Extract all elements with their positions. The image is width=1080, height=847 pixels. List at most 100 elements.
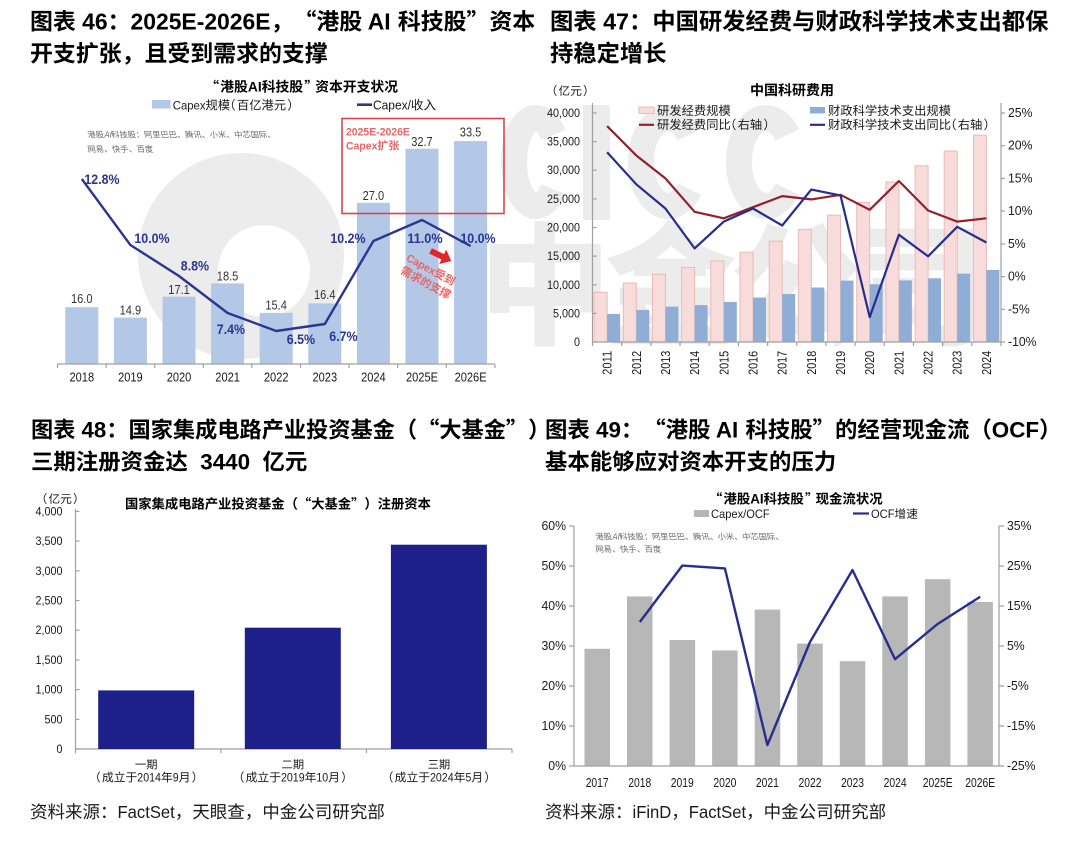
svg-text:47: 47: [597, 9, 629, 35]
svg-text:2022: 2022: [921, 351, 936, 375]
svg-text:2016: 2016: [746, 351, 761, 375]
svg-text:10: 10: [316, 771, 328, 785]
svg-text:2019: 2019: [671, 776, 694, 790]
svg-text:35,000: 35,000: [547, 135, 580, 149]
svg-text:25%: 25%: [1007, 559, 1032, 573]
svg-text:2013: 2013: [658, 351, 673, 375]
svg-text:15,000: 15,000: [547, 249, 580, 263]
svg-text:25,000: 25,000: [547, 192, 580, 206]
svg-text:0%: 0%: [548, 759, 566, 773]
svg-text:2024: 2024: [430, 771, 454, 785]
svg-text:2023: 2023: [841, 776, 864, 790]
svg-text:FactSet: FactSet: [689, 802, 746, 822]
svg-text:20,000: 20,000: [547, 221, 580, 235]
svg-text:2023: 2023: [950, 351, 965, 375]
svg-text:2,000: 2,000: [36, 623, 63, 637]
svg-text:Capex/: Capex/: [373, 99, 411, 113]
svg-text:9: 9: [173, 771, 179, 785]
svg-text:8.8%: 8.8%: [181, 259, 209, 274]
svg-text:AI: AI: [750, 492, 763, 507]
svg-text:500: 500: [45, 712, 63, 726]
svg-text:5: 5: [466, 771, 472, 785]
svg-text:0: 0: [57, 742, 63, 756]
svg-text:Capex: Capex: [346, 141, 378, 153]
svg-text:OCF: OCF: [871, 508, 895, 521]
svg-text:10,000: 10,000: [547, 278, 580, 292]
svg-text:2021: 2021: [215, 370, 240, 385]
svg-text:2023: 2023: [313, 370, 338, 385]
svg-text:15.4: 15.4: [265, 298, 287, 313]
svg-text:2019: 2019: [281, 771, 305, 785]
svg-text:0%: 0%: [1008, 270, 1026, 284]
svg-text:2025E: 2025E: [923, 776, 953, 790]
svg-text:AI: AI: [711, 418, 745, 443]
svg-text:2026E: 2026E: [965, 776, 995, 790]
svg-text:48: 48: [75, 418, 106, 443]
svg-text:2017: 2017: [586, 776, 609, 790]
svg-text:Capex/OCF: Capex/OCF: [711, 508, 770, 521]
svg-text:2015: 2015: [716, 351, 731, 375]
svg-text:1,000: 1,000: [36, 683, 63, 697]
svg-text:-5%: -5%: [1007, 679, 1029, 693]
svg-text:1,500: 1,500: [36, 653, 63, 667]
svg-text:2020: 2020: [862, 351, 877, 375]
svg-text:30,000: 30,000: [547, 163, 580, 177]
svg-text:2022: 2022: [799, 776, 822, 790]
svg-text:OCF: OCF: [992, 418, 1039, 443]
svg-text:16.0: 16.0: [71, 291, 93, 306]
svg-text:10%: 10%: [1008, 204, 1033, 218]
svg-text:AI: AI: [611, 533, 620, 542]
svg-text:20%: 20%: [1008, 139, 1033, 153]
svg-text:50%: 50%: [542, 559, 567, 573]
svg-text:14.9: 14.9: [120, 303, 142, 318]
svg-text:20%: 20%: [542, 679, 567, 693]
svg-text:2022: 2022: [264, 370, 289, 385]
svg-text:2011: 2011: [600, 351, 615, 375]
svg-text:60%: 60%: [542, 519, 567, 533]
svg-text:AI: AI: [362, 9, 397, 35]
svg-text:Capex: Capex: [173, 99, 206, 113]
svg-text:11.0%: 11.0%: [407, 231, 442, 246]
svg-text:2020: 2020: [167, 370, 192, 385]
svg-text:AI: AI: [248, 80, 262, 95]
svg-text:4,000: 4,000: [36, 504, 63, 518]
svg-text:6.7%: 6.7%: [329, 329, 357, 344]
svg-text:15%: 15%: [1007, 599, 1032, 613]
svg-text:-5%: -5%: [1008, 302, 1030, 316]
svg-text:2012: 2012: [629, 351, 644, 375]
svg-text:-25%: -25%: [1007, 759, 1036, 773]
svg-text:10.2%: 10.2%: [330, 231, 365, 246]
svg-text:2024: 2024: [884, 776, 907, 790]
svg-text:5%: 5%: [1008, 237, 1026, 251]
svg-text:7.4%: 7.4%: [217, 322, 245, 337]
svg-text:3440: 3440: [188, 450, 263, 475]
svg-text:2024: 2024: [361, 370, 386, 385]
svg-text:2021: 2021: [891, 351, 906, 375]
svg-text:2017: 2017: [775, 351, 790, 375]
svg-text:12.8%: 12.8%: [84, 172, 119, 187]
svg-text:2,500: 2,500: [36, 594, 63, 608]
svg-text:-10%: -10%: [1008, 335, 1037, 349]
svg-text:0: 0: [574, 335, 580, 349]
svg-text:2018: 2018: [628, 776, 651, 790]
svg-text:2014: 2014: [137, 771, 161, 785]
svg-text:10.0%: 10.0%: [460, 231, 495, 246]
svg-text:-15%: -15%: [1007, 719, 1036, 733]
svg-text:2018: 2018: [70, 370, 95, 385]
svg-text:46: 46: [76, 9, 108, 35]
svg-text:2024: 2024: [979, 351, 994, 375]
svg-text:10%: 10%: [542, 719, 567, 733]
svg-text:2018: 2018: [804, 351, 819, 375]
svg-text:2025E-2026E: 2025E-2026E: [346, 127, 410, 139]
svg-text:2025E: 2025E: [406, 370, 438, 385]
svg-text:3,000: 3,000: [36, 564, 63, 578]
svg-text:35%: 35%: [1007, 519, 1032, 533]
svg-text:16.4: 16.4: [314, 287, 336, 302]
svg-text:2020: 2020: [713, 776, 736, 790]
svg-text:15%: 15%: [1008, 171, 1033, 185]
svg-text:3,500: 3,500: [36, 534, 63, 548]
svg-text:FactSet: FactSet: [118, 802, 175, 822]
svg-text:2019: 2019: [833, 351, 848, 375]
svg-text:18.5: 18.5: [217, 269, 239, 284]
svg-text:10.0%: 10.0%: [134, 231, 169, 246]
